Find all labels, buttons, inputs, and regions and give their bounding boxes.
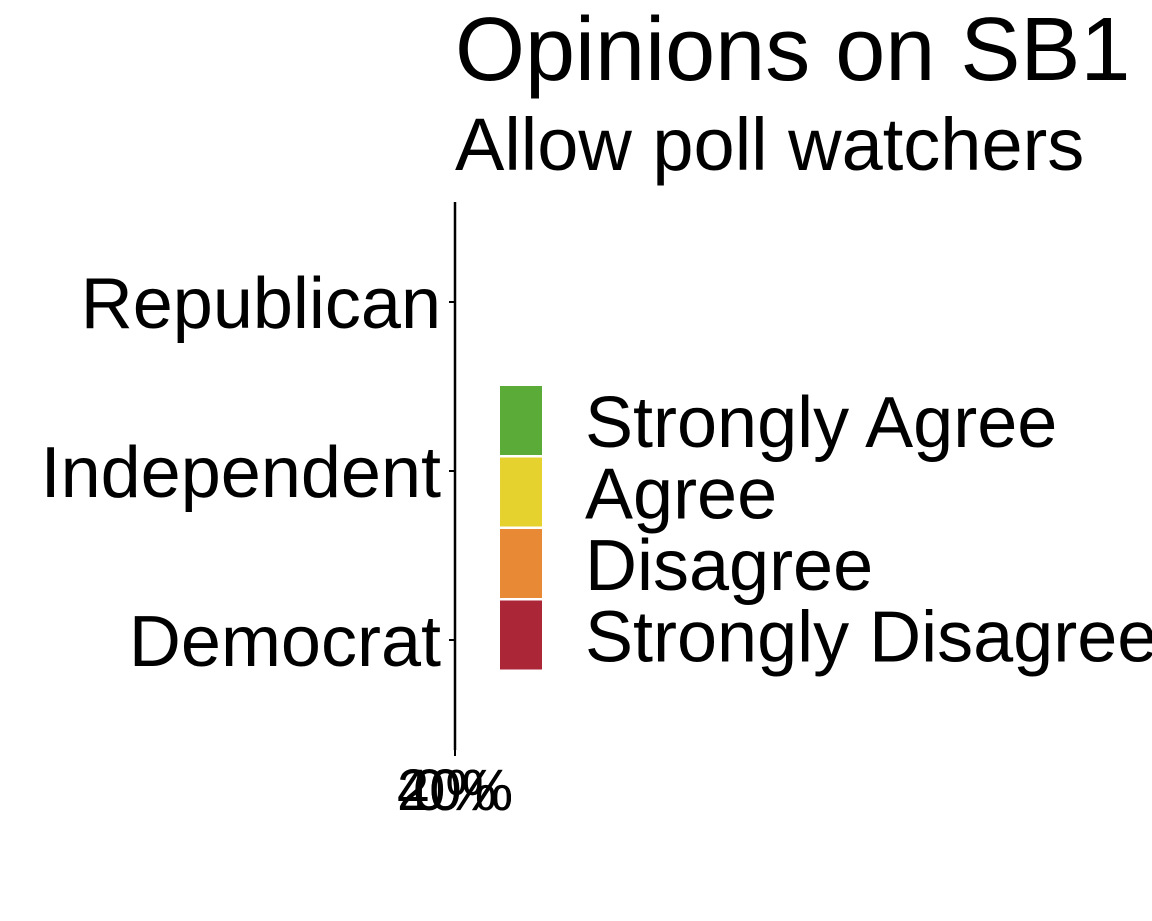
x-tick-label: 20% [397, 758, 513, 823]
legend-label: Agree [585, 455, 777, 535]
y-tick-label: Independent [41, 433, 441, 513]
legend-key [500, 386, 542, 455]
legend-key [500, 457, 542, 527]
legend-label: Disagree [585, 526, 873, 606]
y-tick-label: Republican [81, 264, 441, 344]
x-tick-label: 40% [397, 758, 513, 823]
legend-label: Strongly Agree [585, 383, 1057, 463]
chart-title: Opinions on SB1 [455, 0, 1130, 100]
y-tick-label: Democrat [129, 602, 441, 682]
chart-subtitle: Allow poll watchers [455, 103, 1084, 186]
legend-key [500, 600, 542, 670]
legend-label: Strongly Disagree [585, 598, 1152, 678]
legend-key [500, 529, 542, 598]
x-tick-label: 0% [413, 758, 497, 823]
